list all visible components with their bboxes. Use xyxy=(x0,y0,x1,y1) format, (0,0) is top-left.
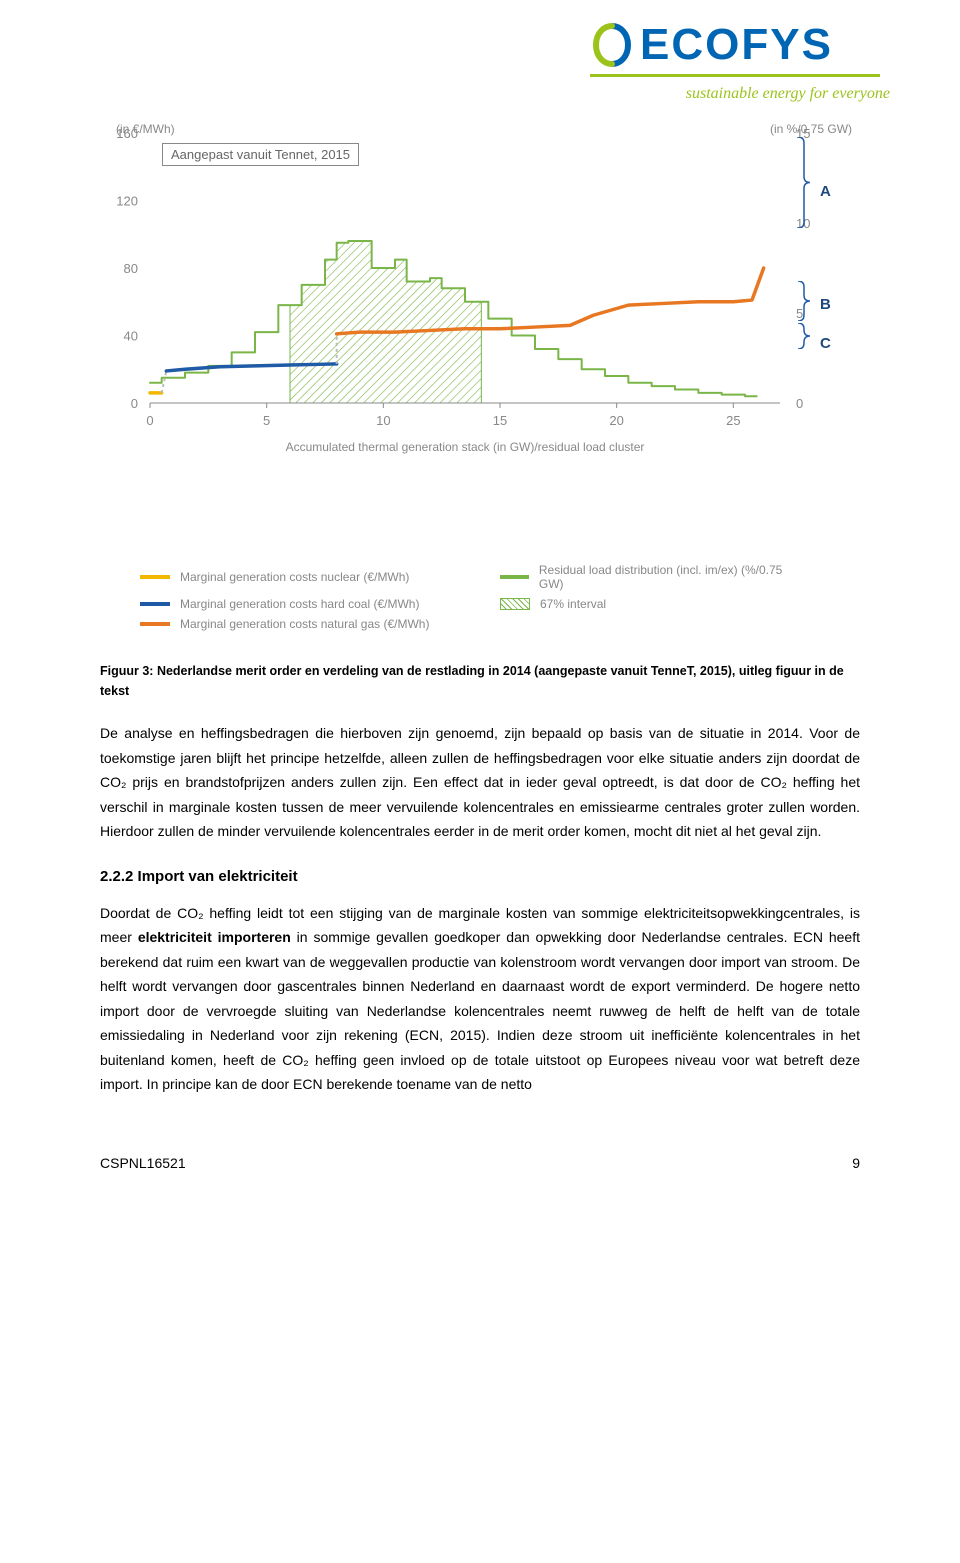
paragraph-2: Doordat de CO₂ heffing leidt tot een sti… xyxy=(100,901,860,1097)
paragraph-1: De analyse en heffingsbedragen die hierb… xyxy=(100,721,860,844)
legend-swatch xyxy=(140,575,170,579)
chart-annotation-box: Aangepast vanuit Tennet, 2015 xyxy=(162,143,359,166)
legend-swatch xyxy=(140,602,170,606)
chart-svg: 0 5 10 15 20 25 Accumulated thermal generation… xyxy=(100,123,860,483)
svg-text:15: 15 xyxy=(493,413,507,428)
legend-item: Residual load distribution (incl. im/ex)… xyxy=(500,563,800,591)
svg-text:0: 0 xyxy=(796,396,803,411)
header: ECOFYS sustainable energy for everyone xyxy=(0,0,960,103)
chart-part-label: C xyxy=(820,335,831,352)
chart-brace xyxy=(796,323,814,349)
para2-c: in sommige gevallen goedkoper dan opwekk… xyxy=(100,929,860,1092)
legend-text: Residual load distribution (incl. im/ex)… xyxy=(539,563,800,591)
logo-underline xyxy=(590,74,880,77)
chart-brace xyxy=(796,281,814,321)
svg-text:20: 20 xyxy=(609,413,623,428)
footer-page-number: 9 xyxy=(852,1155,860,1171)
svg-text:(in %/0.75 GW): (in %/0.75 GW) xyxy=(770,123,852,136)
legend-text: 67% interval xyxy=(540,597,606,611)
page-content: 0 5 10 15 20 25 Accumulated thermal generation… xyxy=(0,103,960,1097)
chart-part-label: B xyxy=(820,296,831,313)
svg-text:0: 0 xyxy=(146,413,153,428)
footer: CSPNL16521 9 xyxy=(0,1115,960,1171)
legend-item: 67% interval xyxy=(500,597,800,611)
svg-text:(in €/MWh): (in €/MWh) xyxy=(116,123,175,136)
legend-swatch xyxy=(500,598,530,610)
svg-text:0: 0 xyxy=(131,396,138,411)
svg-text:80: 80 xyxy=(124,261,138,276)
legend-swatch xyxy=(140,622,170,626)
chart: 0 5 10 15 20 25 Accumulated thermal generation… xyxy=(100,123,860,553)
svg-text:25: 25 xyxy=(726,413,740,428)
svg-text:120: 120 xyxy=(116,194,138,209)
svg-text:10: 10 xyxy=(376,413,390,428)
legend-text: Marginal generation costs natural gas (€… xyxy=(180,617,429,631)
legend-item xyxy=(500,617,800,631)
chart-brace xyxy=(796,137,814,228)
footer-doc-id: CSPNL16521 xyxy=(100,1155,186,1171)
legend-item: Marginal generation costs natural gas (€… xyxy=(140,617,470,631)
legend-text: Marginal generation costs nuclear (€/MWh… xyxy=(180,570,409,584)
svg-text:5: 5 xyxy=(263,413,270,428)
logo: ECOFYS sustainable energy for everyone xyxy=(590,20,890,103)
logo-tagline: sustainable energy for everyone xyxy=(590,85,890,103)
legend-item: Marginal generation costs hard coal (€/M… xyxy=(140,597,470,611)
svg-text:40: 40 xyxy=(124,329,138,344)
figure-caption: Figuur 3: Nederlandse merit order en ver… xyxy=(100,661,860,701)
logo-text: ECOFYS xyxy=(640,20,833,70)
legend-item: Marginal generation costs nuclear (€/MWh… xyxy=(140,563,470,591)
section-heading: 2.2.2 Import van elektriciteit xyxy=(100,868,860,885)
para2-bold: elektriciteit importeren xyxy=(138,929,291,945)
logo-icon xyxy=(590,23,634,67)
legend-swatch xyxy=(500,575,529,579)
legend-text: Marginal generation costs hard coal (€/M… xyxy=(180,597,419,611)
chart-part-label: A xyxy=(820,183,831,200)
svg-text:Accumulated thermal generation: Accumulated thermal generation stack (in… xyxy=(286,440,645,454)
chart-legend: Marginal generation costs nuclear (€/MWh… xyxy=(140,563,860,631)
